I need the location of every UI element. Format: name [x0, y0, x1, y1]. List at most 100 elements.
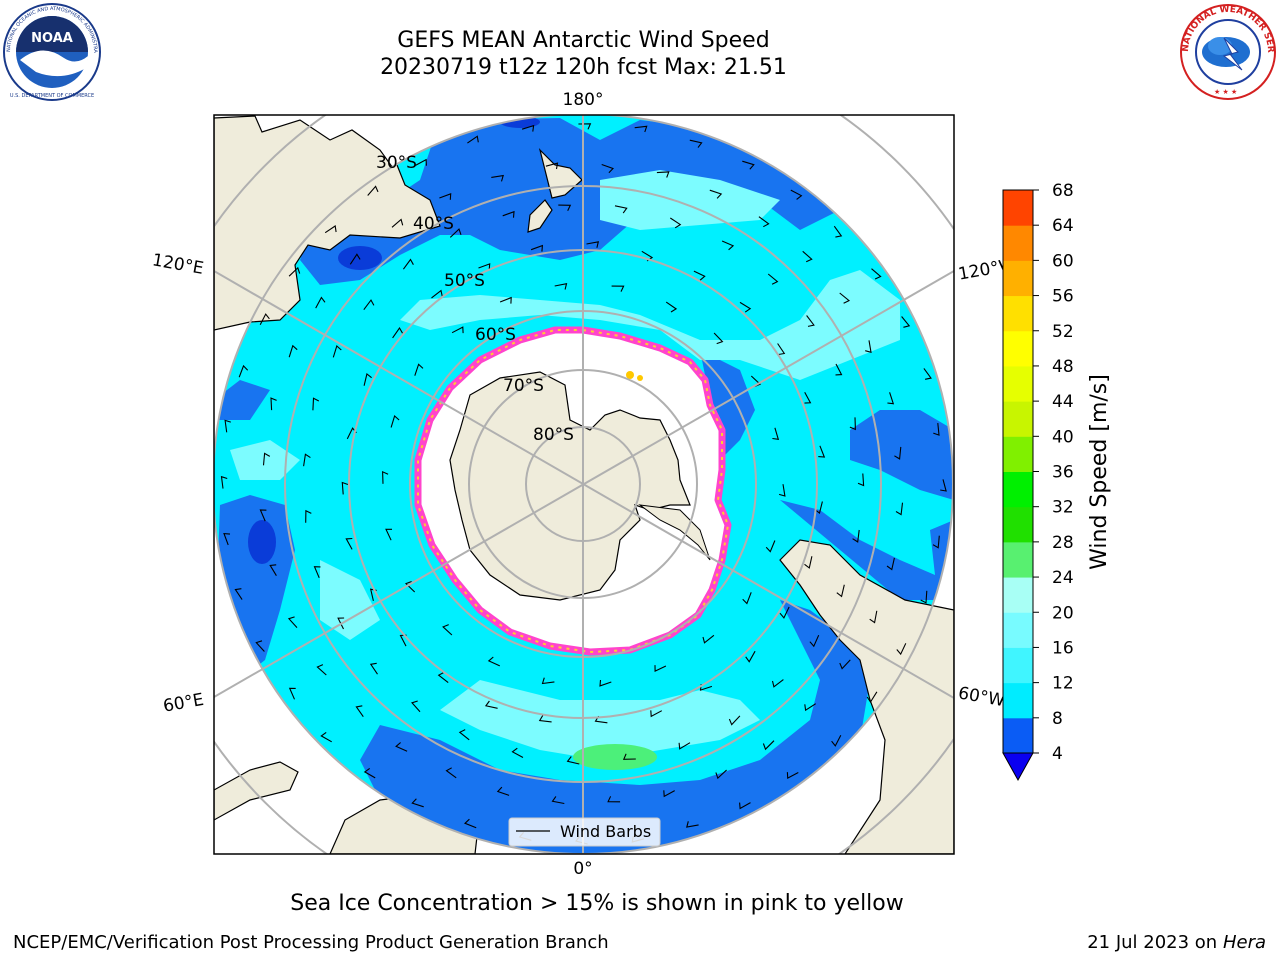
colorbar-tick-label: 16: [1052, 638, 1074, 658]
wind-barb: [894, 446, 902, 460]
wind-barb: [745, 650, 756, 663]
wind-barb: [367, 185, 379, 196]
colorbar-cell: [1003, 260, 1033, 297]
wind-barb: [332, 345, 342, 358]
wind-barb: [866, 691, 878, 704]
wind-barb: [831, 735, 842, 747]
chart-title-line2: 20230719 t12z 120h fcst Max: 21.51: [380, 55, 787, 80]
lat-label-70s: 70°S: [503, 376, 544, 396]
wind-barb: [601, 163, 614, 174]
wind-barb: [487, 656, 501, 667]
wind-barb: [223, 532, 231, 546]
colorbar-tick-label: 4: [1052, 744, 1063, 764]
wind-barb: [445, 767, 457, 779]
wind-barb: [809, 634, 820, 648]
wind-barb: [857, 473, 865, 487]
wind-barb: [786, 772, 799, 779]
wind-barb: [818, 445, 826, 458]
wind-barb: [665, 301, 678, 313]
wind-barb: [923, 368, 932, 380]
wind-barb: [650, 710, 663, 718]
colorbar-tick-label: 40: [1052, 427, 1074, 447]
wind-barb: [467, 135, 479, 144]
wind-barb: [849, 417, 856, 431]
wind-barb: [920, 590, 928, 604]
colorbar-tick-label: 12: [1052, 674, 1074, 694]
wind-barb: [742, 592, 752, 605]
wind-barb: [538, 715, 552, 723]
wind-barb: [709, 189, 723, 199]
wind-barb: [385, 528, 392, 541]
wind-barb: [521, 124, 535, 132]
wind-barb: [765, 540, 776, 553]
colorbar-cell: [1003, 471, 1033, 508]
colorbar-cell: [1003, 295, 1033, 332]
wind-barb: [478, 263, 491, 270]
colorbar-tick-label: 44: [1052, 392, 1074, 412]
colorbar-tick-label: 52: [1052, 322, 1074, 342]
wind-barb: [363, 373, 372, 386]
graticule: [214, 115, 954, 854]
wind-barb: [391, 218, 404, 228]
wind-barb: [804, 703, 816, 712]
colorbar-cell: [1003, 330, 1033, 367]
sea-ice-caption: Sea Ice Concentration > 15% is shown in …: [290, 891, 904, 916]
wind-barb: [802, 250, 813, 263]
wind-barb: [933, 423, 940, 436]
wind-barb: [804, 556, 813, 569]
wind-barb: [382, 470, 389, 484]
wind-barb: [777, 343, 786, 356]
wind-barb: [804, 391, 812, 404]
wind-barb: [790, 189, 803, 200]
wind-barb: [622, 753, 636, 760]
colorbar-cells: [1003, 190, 1033, 754]
wind-barb: [558, 204, 572, 211]
wind-barb: [238, 364, 249, 378]
wind-barb: [288, 344, 298, 358]
wind-barb: [320, 731, 332, 743]
wind-barb: [599, 679, 612, 687]
lon-label-120e: 120°E: [151, 250, 205, 279]
wind-barb: [771, 679, 784, 688]
wind-speed-fill-blue: [214, 118, 953, 854]
wind-barb: [806, 315, 815, 327]
wind-barb: [713, 332, 724, 345]
wind-barb: [742, 160, 755, 170]
wind-barb: [634, 125, 648, 133]
wind-barb: [337, 617, 345, 630]
wind-barb: [669, 217, 682, 229]
wind-barb: [686, 821, 699, 828]
wind-barb: [414, 363, 424, 376]
wind-barb: [431, 289, 443, 299]
wind-barb: [491, 174, 504, 182]
colorbar-label: Wind Speed [m/s]: [1087, 374, 1112, 570]
wind-barb: [442, 624, 453, 636]
lon-label-top: 180°: [563, 90, 604, 110]
wind-barb: [220, 475, 228, 489]
footer-right: 21 Jul 2023 on Hera: [1087, 932, 1266, 953]
wind-barb: [728, 715, 741, 726]
footer-date: 21 Jul 2023 on: [1087, 932, 1223, 953]
wind-barb: [395, 742, 408, 752]
wind-barb: [887, 392, 895, 405]
colorbar-tick-label: 56: [1052, 287, 1074, 307]
footer-left: NCEP/EMC/Verification Post Processing Pr…: [13, 932, 609, 953]
colorbar-extend-triangle: [1002, 752, 1034, 782]
wind-barb: [345, 537, 353, 550]
wind-barb: [269, 564, 277, 576]
wind-barb: [869, 610, 878, 624]
wind-barb: [288, 266, 301, 277]
noaa-ring-bottom-text: U.S. DEPARTMENT OF COMMERCE: [10, 93, 94, 99]
colorbar-cell: [1003, 612, 1033, 648]
wind-barb: [259, 313, 270, 325]
noaa-logo-text: NOAA: [31, 31, 73, 46]
wind-barb: [411, 700, 421, 713]
wind-speed-fill-green: [573, 744, 657, 770]
wind-barb: [932, 535, 940, 549]
colorbar-tick-label: 28: [1052, 533, 1074, 553]
lat-label-50s: 50°S: [444, 271, 485, 291]
colorbar-cell: [1003, 190, 1033, 226]
colorbar-cell: [1003, 682, 1033, 719]
wind-barb: [836, 584, 845, 598]
